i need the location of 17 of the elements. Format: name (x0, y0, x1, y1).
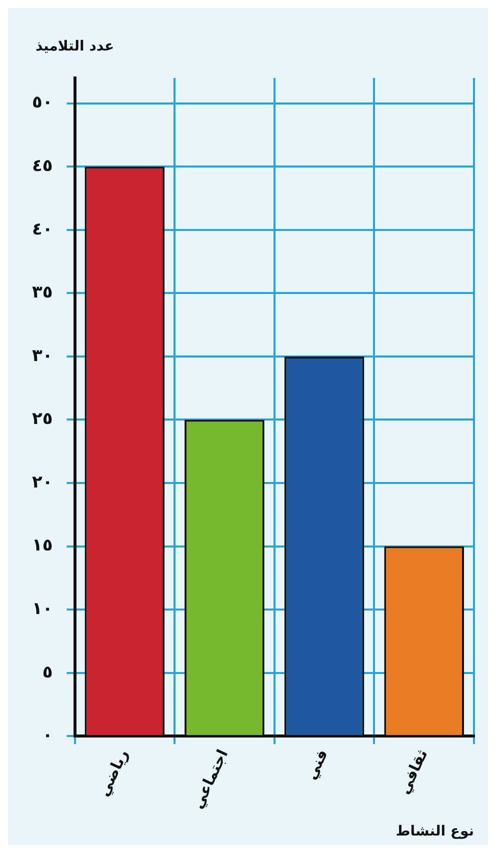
y-tick-label: ٣٥ (32, 282, 53, 303)
y-axis-title: عدد التلاميذ (35, 38, 114, 55)
x-axis-title: نوع النشاط (396, 824, 474, 840)
y-tick-label: ٤٥ (32, 156, 53, 176)
y-tick-label: ٥ (42, 662, 53, 682)
y-tick-label: ١٠ (32, 598, 53, 619)
y-tick-label: ٣٠ (32, 346, 53, 366)
y-tick-label: ٥٠ (32, 92, 53, 113)
x-tick-label: فني (302, 746, 332, 782)
x-tick-label: اجتماعي (188, 746, 232, 812)
y-tick-label: ٢٥ (32, 409, 53, 430)
y-tick-label: ٤٠ (32, 219, 53, 240)
x-tick-label: ثقافي (395, 746, 432, 797)
y-tick-label: ٢٠ (32, 472, 53, 492)
y-tick-label: ١٥ (32, 536, 53, 556)
y-tick-label: ٠ (42, 726, 53, 746)
x-tick-label: رياضي (94, 746, 132, 800)
